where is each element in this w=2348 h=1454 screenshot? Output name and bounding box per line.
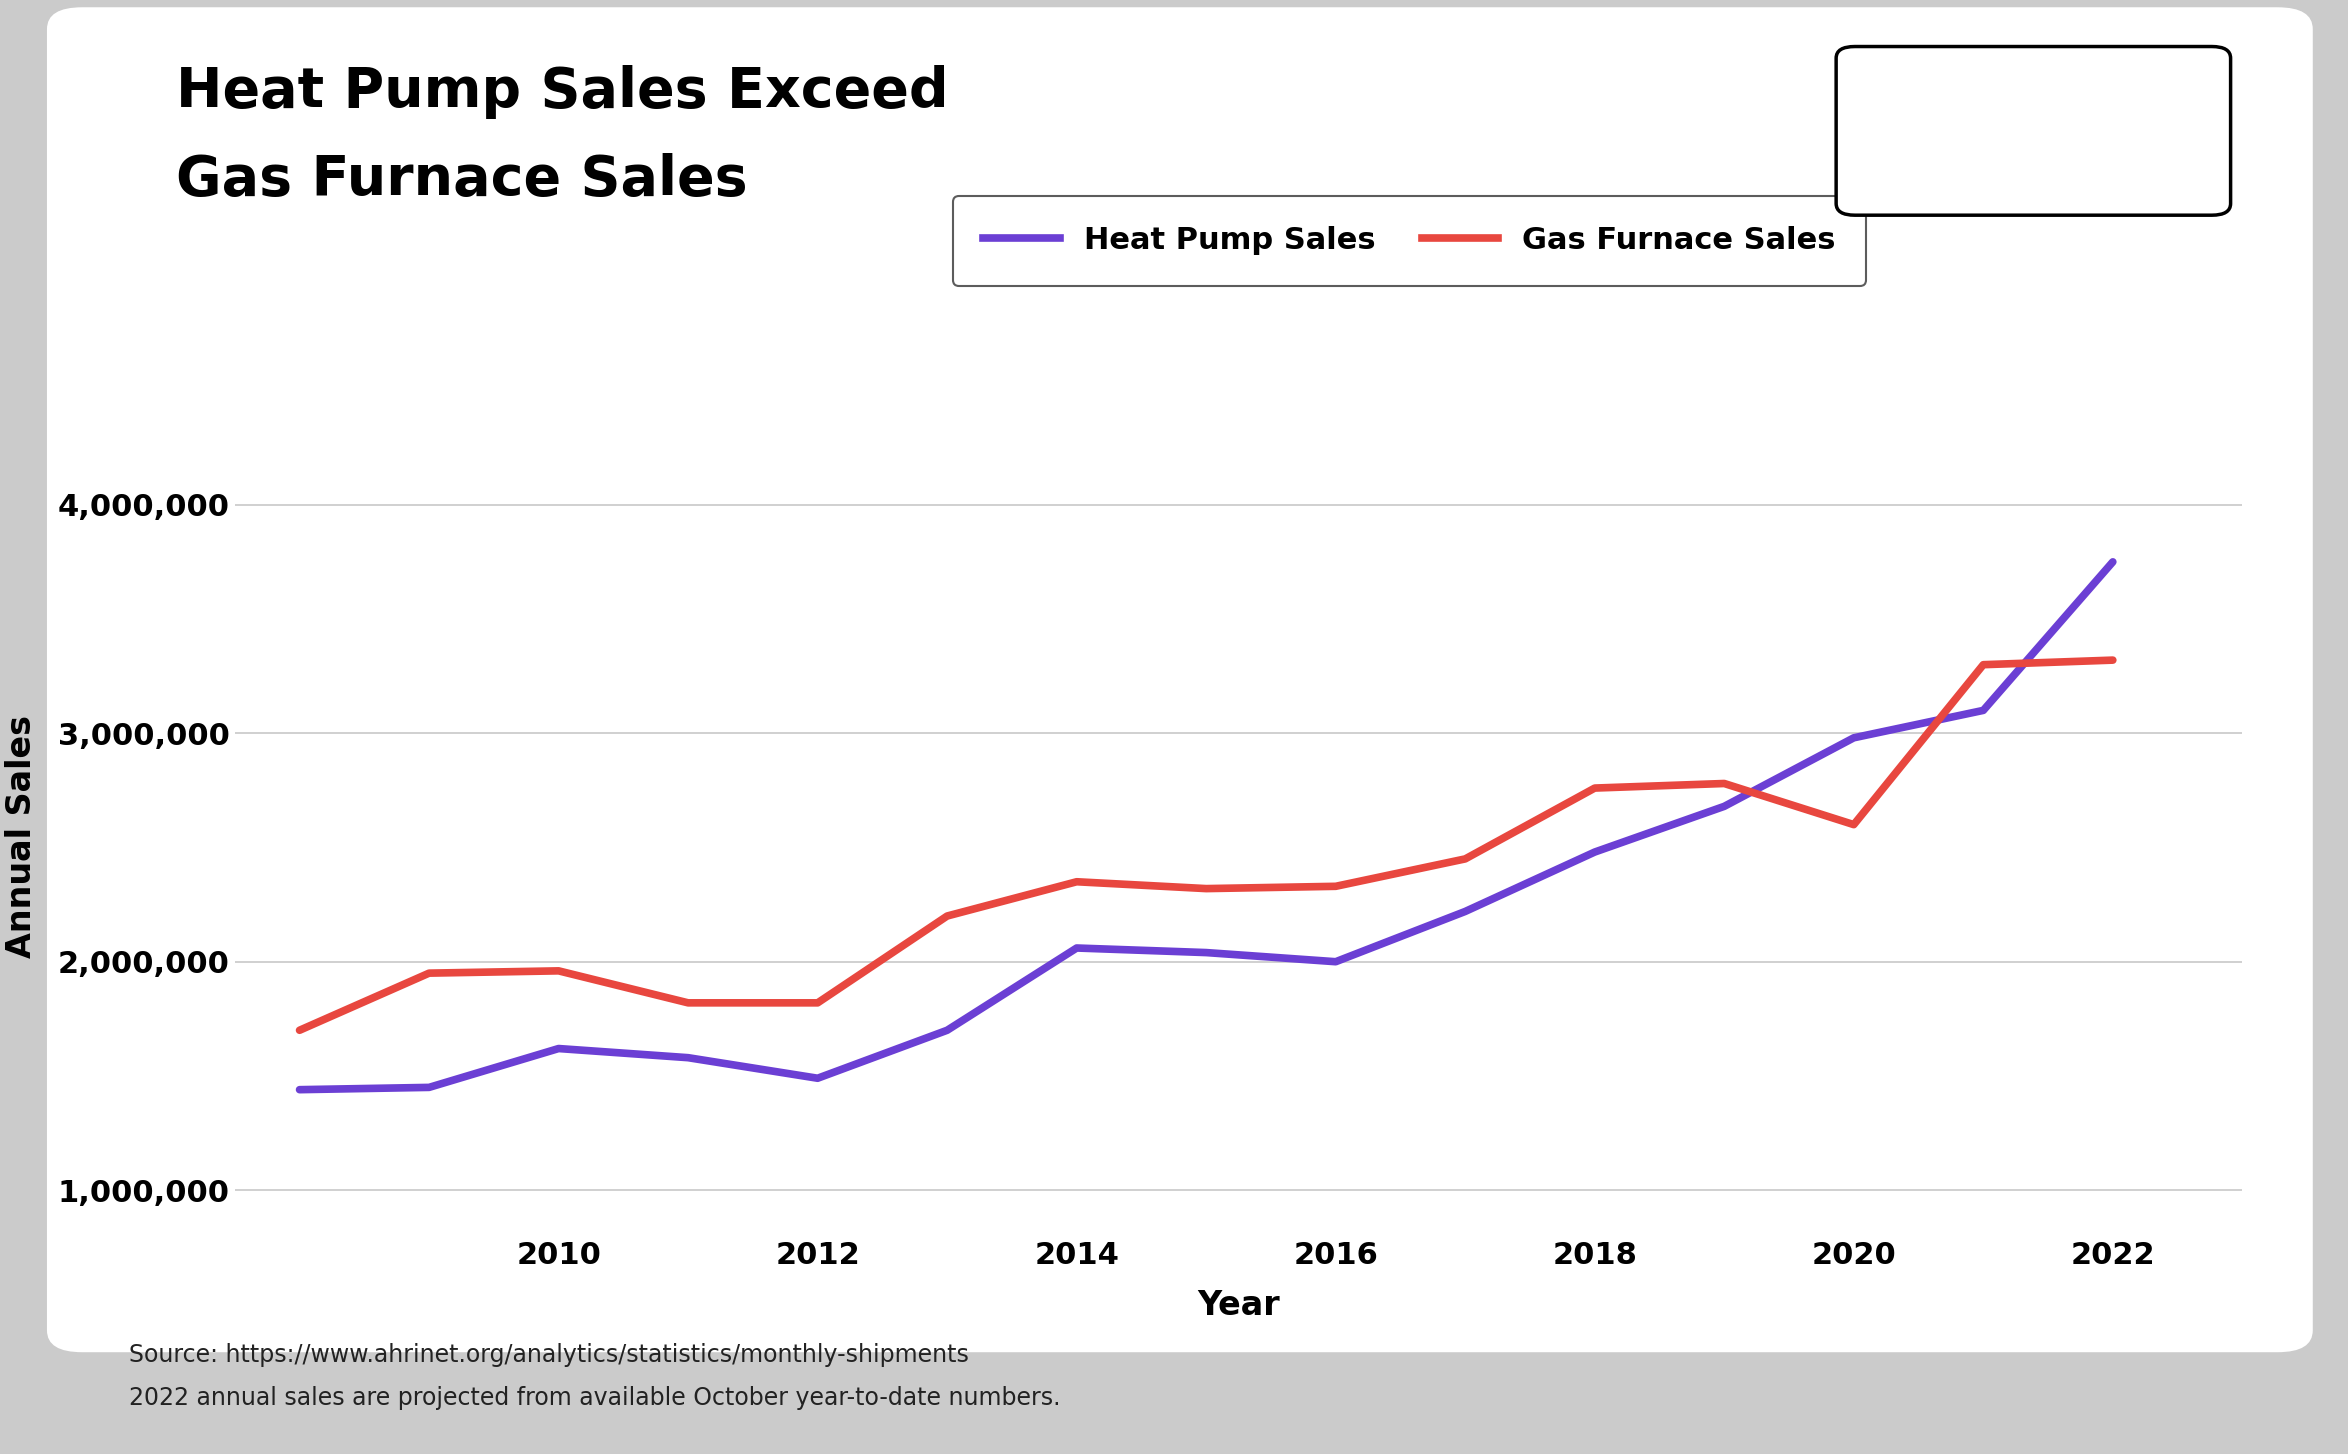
Text: 2022 annual sales are projected from available October year-to-date numbers.: 2022 annual sales are projected from ava… [129, 1386, 1061, 1410]
X-axis label: Year: Year [1197, 1290, 1280, 1322]
Text: Source: https://www.ahrinet.org/analytics/statistics/monthly-shipments: Source: https://www.ahrinet.org/analytic… [129, 1343, 970, 1368]
Text: Heat Pump Sales Exceed: Heat Pump Sales Exceed [176, 65, 949, 119]
Text: Gas Furnace Sales: Gas Furnace Sales [176, 153, 747, 206]
Text: AMERICA: AMERICA [1909, 140, 2106, 177]
Y-axis label: Annual Sales: Annual Sales [5, 714, 38, 958]
Legend: Heat Pump Sales, Gas Furnace Sales: Heat Pump Sales, Gas Furnace Sales [953, 196, 1867, 285]
Text: REWIRING: REWIRING [1897, 70, 2118, 108]
